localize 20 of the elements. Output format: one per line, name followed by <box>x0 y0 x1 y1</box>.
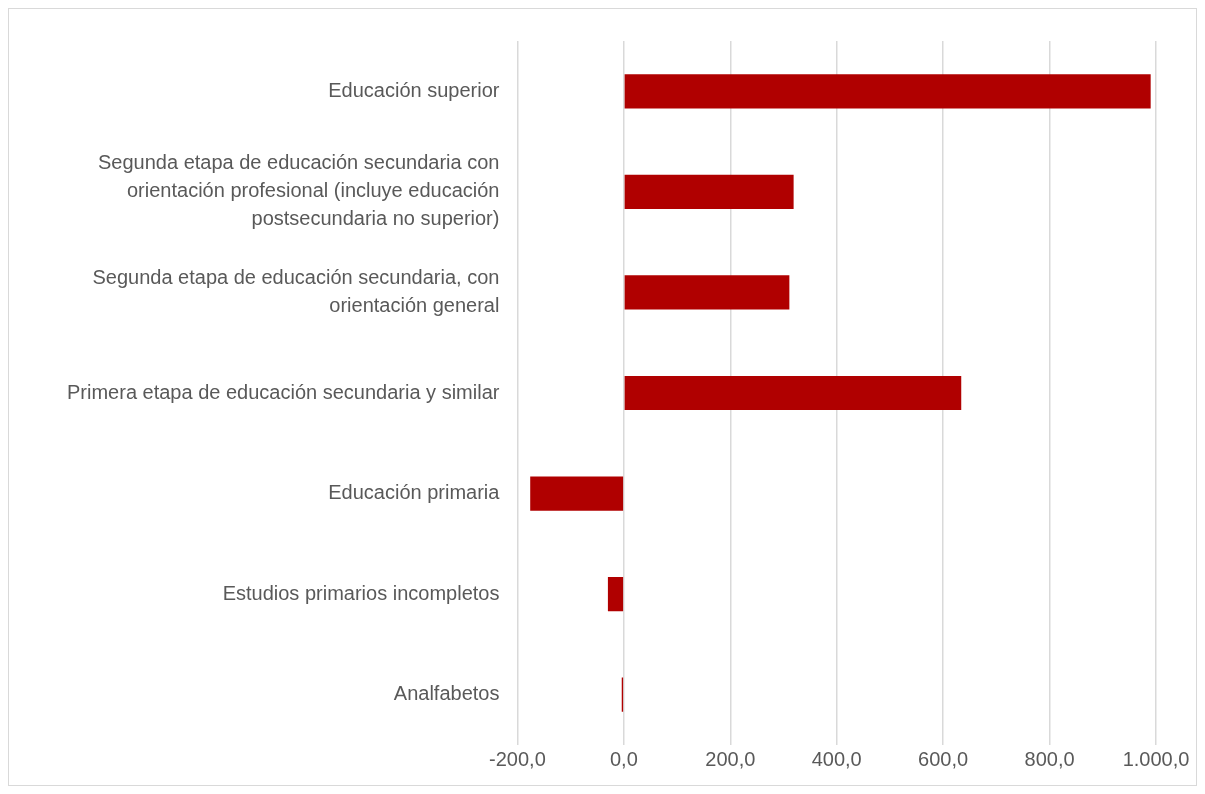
x-tick-label: 0,0 <box>609 747 638 770</box>
x-tick-label: -200,0 <box>489 747 546 770</box>
y-tick-label: Segunda etapa de educación secundaria con orientación profesional (incluye educación postsecundaria no superior) <box>98 151 500 230</box>
x-tick-label: 400,0 <box>811 747 862 770</box>
y-tick-label: Educación superior <box>328 78 500 101</box>
x-tick-label: 600,0 <box>918 747 969 770</box>
y-tick-label: Educación primaria <box>328 481 501 504</box>
bar <box>624 174 794 209</box>
x-tick-label: 800,0 <box>1024 747 1075 770</box>
x-tick-label: 1.000,0 <box>1122 747 1190 770</box>
bar <box>624 375 962 411</box>
bar <box>530 476 624 511</box>
y-tick-label: Estudios primarios incompletos <box>222 581 500 604</box>
bar <box>624 275 790 310</box>
bar <box>624 74 1151 109</box>
y-tick-label: Analfabetos <box>393 682 500 705</box>
x-tick-label: 200,0 <box>705 747 756 770</box>
y-tick-label: Primera etapa de educación secundaria y similar <box>66 380 500 403</box>
y-tick-label: Segunda etapa de educación secundaria, con orientación general <box>92 265 500 316</box>
bar <box>607 577 624 612</box>
